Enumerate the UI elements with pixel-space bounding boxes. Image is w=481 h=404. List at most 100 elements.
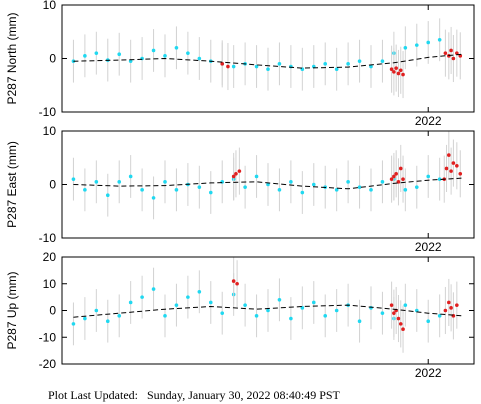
data-point (197, 56, 202, 61)
data-point (254, 64, 259, 69)
data-point (451, 56, 456, 61)
data-point (226, 64, 230, 69)
data-point (380, 311, 385, 315)
data-point (311, 182, 316, 187)
data-point (455, 163, 459, 168)
data-point (444, 166, 449, 171)
data-point (231, 174, 236, 179)
y-tick-label: 10 (43, 0, 57, 12)
footer: Plot Last Updated: Sunday, January 30, 2… (48, 388, 340, 403)
data-point (437, 177, 442, 181)
data-point (277, 188, 282, 192)
data-point (174, 303, 179, 307)
data-point (151, 48, 156, 53)
data-point (105, 319, 110, 324)
data-point (449, 48, 453, 53)
data-point (220, 311, 225, 315)
y-tick-label: 0 (49, 178, 56, 192)
data-point (451, 161, 456, 165)
data-point (289, 180, 293, 184)
data-point (449, 306, 453, 310)
y-axis-title: P287 North (mm) (5, 12, 19, 104)
data-point (455, 51, 459, 55)
x-tick-label: 2022 (415, 114, 442, 128)
data-point (140, 295, 144, 299)
footer-timestamp: Sunday, January 30, 2022 08:40:49 PST (147, 388, 340, 402)
data-point (443, 308, 448, 313)
data-point (334, 188, 339, 192)
data-point (208, 300, 213, 305)
data-point (174, 188, 179, 192)
footer-label: Plot Last Updated: (48, 388, 138, 402)
data-point (334, 67, 339, 71)
data-point (401, 327, 405, 332)
data-point (392, 311, 396, 315)
data-point (346, 180, 350, 184)
data-point (231, 64, 236, 69)
data-point (389, 67, 394, 71)
data-point (197, 289, 202, 294)
data-point (447, 153, 451, 157)
data-point (392, 174, 396, 179)
data-point (311, 300, 316, 305)
data-point (394, 172, 398, 176)
data-point (323, 62, 328, 66)
data-point (449, 169, 453, 173)
up-panel: -20 -10 0 10 20 2022 P287 Up (mm) (5, 250, 475, 380)
data-point (94, 51, 99, 55)
data-point (396, 316, 401, 321)
data-point (83, 188, 87, 192)
data-point (380, 59, 385, 63)
data-point (426, 319, 431, 324)
y-tick-label: 10 (43, 277, 57, 291)
data-point (401, 177, 405, 181)
data-point (389, 303, 394, 307)
data-point (197, 185, 202, 189)
data-point (380, 180, 385, 184)
data-point (117, 314, 122, 318)
data-point (357, 59, 362, 63)
y-tick-label: -20 (39, 357, 57, 371)
y-tick-label: -10 (39, 330, 57, 344)
data-point (254, 174, 259, 179)
y-tick-label: -10 (39, 231, 57, 245)
y-axis-title: P287 Up (mm) (5, 271, 19, 349)
data-point (186, 295, 190, 299)
data-point (151, 196, 156, 200)
data-point (186, 51, 190, 55)
data-point (128, 174, 133, 179)
data-point (83, 54, 87, 58)
data-point (277, 62, 282, 66)
data-point (414, 185, 419, 189)
data-point (398, 68, 403, 73)
data-point (369, 64, 373, 69)
data-point (346, 62, 350, 66)
data-point (94, 308, 99, 313)
data-point (323, 314, 328, 318)
data-point (443, 51, 448, 55)
data-point (174, 46, 179, 50)
data-point (437, 37, 442, 42)
data-point (401, 72, 405, 77)
data-point (426, 174, 431, 179)
data-point (357, 319, 362, 324)
y-tick-label: 0 (49, 52, 56, 66)
north-panel: -10 0 10 2022 P287 North (mm) (5, 0, 475, 128)
data-point (389, 177, 394, 181)
data-point (394, 66, 398, 70)
data-point (437, 314, 442, 318)
data-point (83, 316, 87, 321)
data-point (289, 316, 293, 321)
x-tick-label: 2022 (415, 366, 442, 380)
data-point (234, 172, 238, 176)
data-point (455, 303, 459, 307)
data-point (396, 71, 401, 76)
data-point (163, 314, 167, 318)
data-point (220, 62, 225, 66)
data-point (163, 180, 167, 184)
data-point (231, 279, 236, 283)
data-point (243, 303, 247, 307)
data-point (117, 180, 122, 184)
data-point (300, 190, 305, 195)
